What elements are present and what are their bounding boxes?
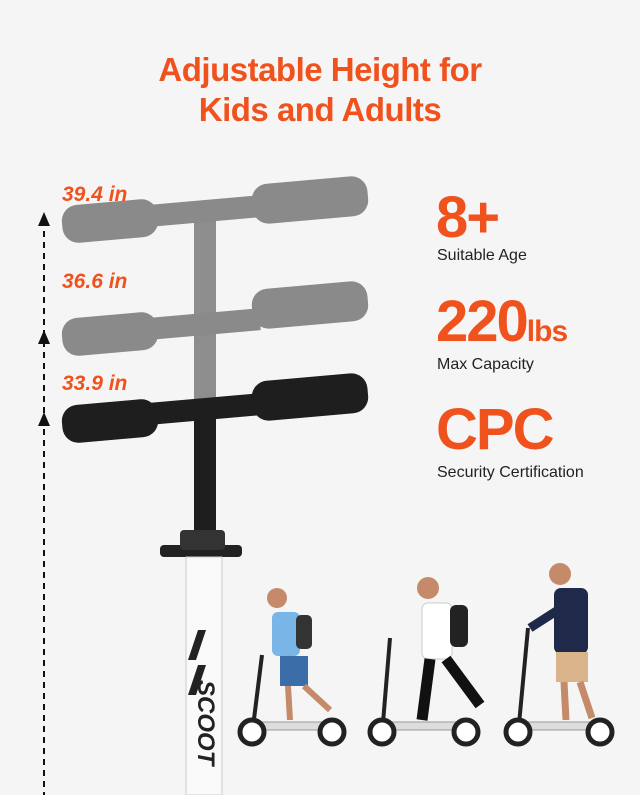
rider-teen <box>367 577 485 747</box>
stat-capacity-label: Max Capacity <box>437 356 534 373</box>
stat-capacity-unit: lbs <box>526 315 568 348</box>
stat-capacity-value: 220lbs <box>436 289 568 354</box>
stat-cert-value: CPC <box>436 397 554 462</box>
handlebar-bottom <box>61 373 369 443</box>
stem <box>194 410 216 540</box>
arrow-up-icon <box>38 212 50 226</box>
page-title-line1: Adjustable Height for <box>158 51 482 88</box>
pole <box>185 556 223 795</box>
stat-age-value: 8+ <box>436 185 500 250</box>
page-title-line2: Kids and Adults <box>198 91 442 128</box>
pole-lettering: SCOOT <box>192 680 219 768</box>
arrow-up-icon <box>38 330 50 344</box>
height-label-mid: 36.6 in <box>62 270 128 293</box>
rider-child <box>237 588 347 747</box>
stat-age-label: Suitable Age <box>437 247 527 264</box>
stat-cert-label: Security Certification <box>437 464 584 481</box>
arrow-up-icon <box>38 412 50 426</box>
rider-adult <box>503 563 615 747</box>
height-label-max: 39.4 in <box>62 183 128 206</box>
handlebar-top <box>61 176 369 243</box>
handlebar-middle <box>61 281 369 356</box>
height-label-min: 33.9 in <box>62 372 128 395</box>
